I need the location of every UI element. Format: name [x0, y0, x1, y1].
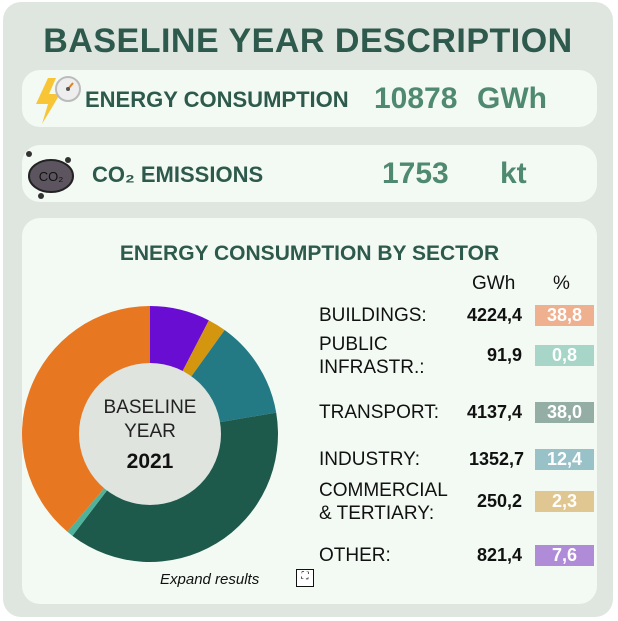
sector-label: BUILDINGS: [319, 305, 427, 326]
baseline-panel: BASELINE YEAR DESCRIPTION ENERGY CONSUMP… [3, 2, 613, 617]
donut-slice-commercial-tertiary[interactable] [177, 320, 225, 386]
page-title: BASELINE YEAR DESCRIPTION [43, 22, 573, 60]
sector-pct-badge: 38,0 [535, 402, 594, 423]
sector-gwh-value: 821,4 [476, 545, 522, 565]
co2-cloud-icon: CO₂ [26, 151, 74, 199]
sector-pct-badge: 38,8 [535, 305, 594, 326]
donut-center [79, 363, 221, 505]
sector-label: PUBLIC INFRASTR.: [319, 334, 425, 378]
sector-gwh-value: 250,2 [476, 491, 522, 511]
lightning-gauge-icon [36, 76, 81, 124]
sector-card: ENERGY CONSUMPTION BY SECTOR BASELINE YE… [22, 218, 597, 604]
col-pct-header: % [553, 273, 570, 294]
energy-consumption-value: 10878 [374, 82, 458, 115]
sector-label: INDUSTRY: [319, 449, 421, 470]
energy-consumption-unit: GWh [477, 82, 547, 115]
donut-slice-transport[interactable] [72, 412, 278, 562]
donut-slice-public-infrastr-[interactable] [67, 479, 114, 536]
col-gwh-header: GWh [472, 273, 516, 294]
energy-consumption-label: ENERGY CONSUMPTION [85, 87, 349, 112]
sector-label: OTHER: [319, 545, 391, 566]
sector-gwh-value: 4224,4 [466, 305, 522, 325]
sector-gwh-value: 91,9 [486, 345, 522, 365]
co2-emissions-unit: kt [500, 157, 527, 190]
expand-results-link[interactable]: Expand results [160, 571, 260, 588]
sector-label: COMMERCIAL & TERTIARY: [319, 480, 448, 524]
co2-icon-text: CO₂ [39, 169, 64, 184]
center-line2: YEAR [124, 421, 176, 442]
co2-emissions-value: 1753 [382, 157, 449, 190]
co2-emissions-card: CO₂ CO₂ EMISSIONS 1753 kt [22, 145, 597, 202]
center-year: 2021 [127, 450, 174, 473]
donut-slice-other[interactable] [150, 306, 209, 381]
sector-gwh-value: 4137,4 [466, 402, 522, 422]
energy-consumption-card: ENERGY CONSUMPTION 10878 GWh [22, 70, 597, 127]
sector-pct-badge: 7,6 [535, 545, 594, 566]
sector-pct-badge: 2,3 [535, 491, 594, 512]
sector-title: ENERGY CONSUMPTION BY SECTOR [119, 242, 500, 265]
expand-icon[interactable]: ⛶ [296, 569, 314, 587]
sector-label: TRANSPORT: [319, 402, 440, 423]
sector-gwh-value: 1352,7 [468, 449, 524, 469]
sector-pct-badge: 12,4 [535, 449, 594, 470]
co2-emissions-label: CO₂ EMISSIONS [92, 162, 264, 187]
center-line1: BASELINE [104, 397, 197, 418]
sector-donut-chart: BASELINE YEAR 2021 [22, 306, 278, 562]
sector-pct-badge: 0,8 [535, 345, 594, 366]
